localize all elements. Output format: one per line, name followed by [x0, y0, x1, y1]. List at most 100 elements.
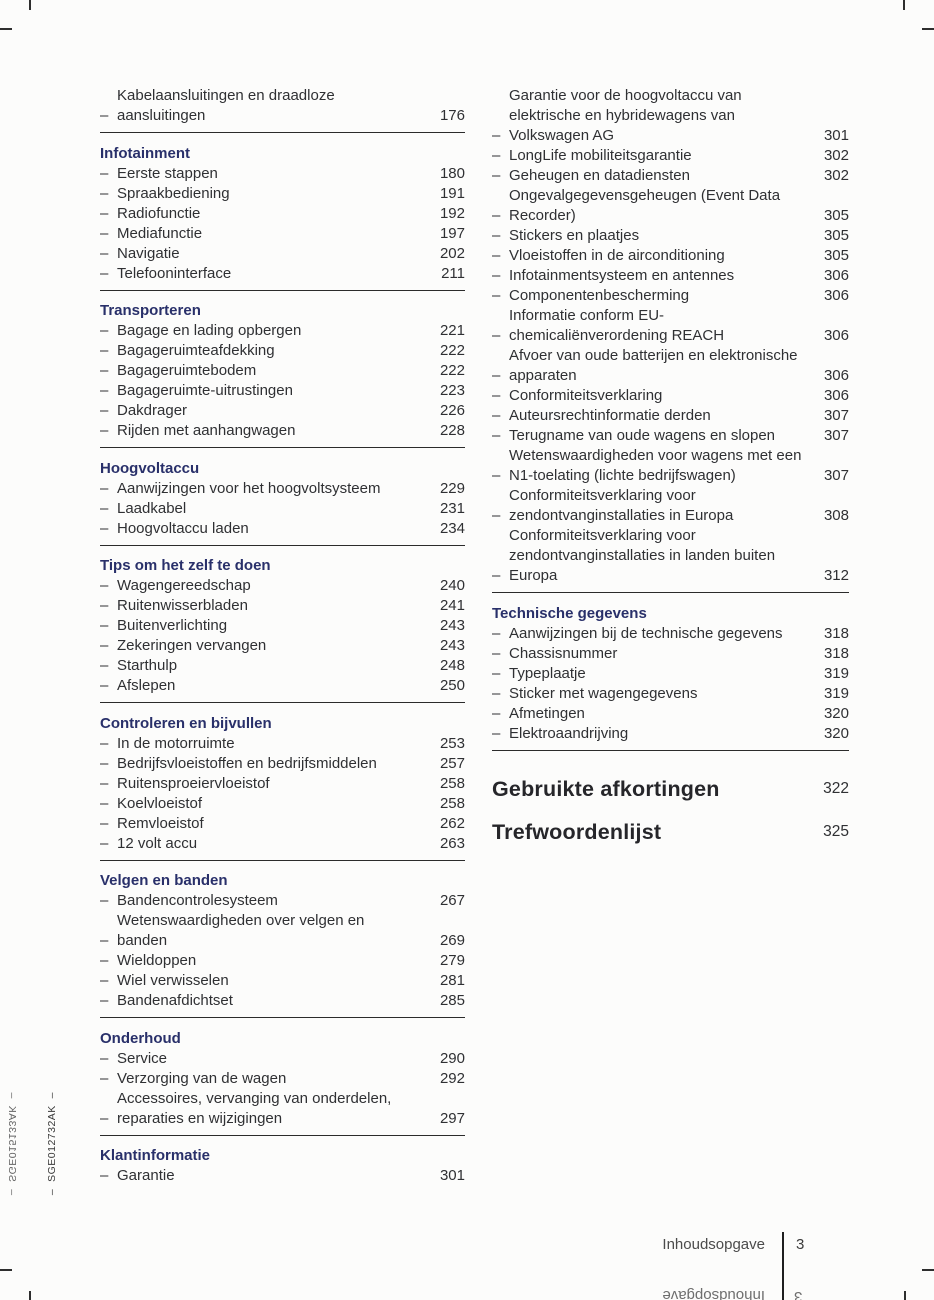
item-page-number: 231	[439, 499, 465, 517]
item-dash: –	[100, 519, 109, 537]
toc-item: – Conformiteitsverklaring 306	[492, 386, 849, 406]
margin-print-code-showthrough: – SGE015133AK –	[6, 1092, 18, 1196]
toc-section: Transporteren – Bagage en lading opbergen 2…	[100, 301, 465, 448]
item-label: Terugname van oude wagens en slopen	[509, 427, 776, 444]
item-dash: –	[100, 1167, 109, 1184]
toc-item: – Telefooninterface 211	[100, 264, 465, 284]
item-dash: –	[100, 382, 109, 399]
item-page-number: 222	[439, 362, 465, 379]
item-label: Afvoer van oude batterijen en elektronis…	[509, 347, 798, 384]
item-label: Sticker met wagengegevens	[509, 684, 698, 702]
item-page-number: 305	[823, 207, 849, 224]
toc-chapter-entry: Gebruikte afkortingen 322	[492, 776, 849, 802]
item-page-number: 243	[439, 617, 465, 634]
toc-item: – Laadkabel 231	[100, 499, 465, 519]
toc-item: – Starthulp 248	[100, 656, 465, 676]
footer-section-label: Inhoudsopgave	[662, 1236, 765, 1253]
toc-item: – Bagage en lading opbergen 221	[100, 321, 465, 341]
crop-mark	[29, 0, 31, 10]
toc-item: – Elektroaandrijving 320	[492, 724, 849, 744]
toc-item: – Conformiteitsverklaring voor zendontvan…	[492, 486, 849, 526]
item-label: Afslepen	[117, 677, 176, 694]
item-page-number: 191	[439, 184, 465, 202]
item-label: Radiofunctie	[117, 204, 201, 222]
chapter-label: Gebruikte afkortingen	[492, 776, 720, 801]
toc-section: – Garantie voor de hoogvoltaccu van elekt…	[492, 86, 849, 593]
item-dash: –	[492, 207, 501, 224]
item-page-number: 202	[439, 244, 465, 262]
item-label: Informatie conform EU- chemicaliënverord…	[509, 307, 725, 344]
item-label: Bagage en lading opbergen	[117, 322, 302, 339]
item-label: LongLife mobiliteitsgarantie	[509, 147, 692, 164]
item-dash: –	[100, 402, 109, 419]
toc-section: Technische gegevens – Aanwijzingen bij de …	[492, 604, 849, 751]
toc-item: – Wiel verwisselen 281	[100, 971, 465, 991]
chapter-label: Trefwoordenlijst	[492, 819, 662, 844]
toc-item: – Kabelaansluitingen en draadloze aanslui…	[100, 86, 465, 126]
item-page-number: 306	[823, 267, 849, 284]
toc-item: – Koelvloeistof 258	[100, 794, 465, 814]
item-page-number: 320	[823, 704, 849, 722]
item-dash: –	[100, 164, 109, 182]
item-label: Remvloeistof	[117, 814, 204, 832]
item-page-number: 285	[439, 992, 465, 1009]
margin-print-code: – SGE012732AK –	[46, 1092, 58, 1196]
item-label: Auteursrechtinformatie derden	[509, 407, 711, 424]
toc-item: – Bagageruimte-uitrustingen 223	[100, 381, 465, 401]
crop-mark	[922, 1269, 934, 1271]
item-dash: –	[100, 657, 109, 674]
item-label: Accessoires, vervanging van onderdelen, …	[117, 1089, 392, 1127]
section-heading: Onderhoud	[100, 1029, 181, 1047]
item-dash: –	[100, 617, 109, 634]
item-page-number: 297	[439, 1109, 465, 1127]
item-dash: –	[100, 224, 109, 242]
item-label: Infotainmentsysteem en antennes	[509, 267, 735, 284]
item-page-number: 180	[439, 164, 465, 182]
item-label: Conformiteitsverklaring	[509, 387, 663, 404]
crop-mark	[0, 28, 12, 30]
item-page-number: 223	[439, 382, 465, 399]
toc-item: – Aanwijzingen voor het hoogvoltsysteem 22…	[100, 479, 465, 499]
item-page-number: 192	[439, 204, 465, 222]
chapter-page-number: 322	[823, 779, 849, 797]
item-label: Vloeistoffen in de airconditioning	[509, 247, 725, 264]
item-label: Bedrijfsvloeistoffen en bedrijfsmiddelen	[117, 754, 377, 772]
item-dash: –	[492, 287, 501, 304]
item-label: Elektroaandrijving	[509, 724, 629, 742]
item-label: Rijden met aanhangwagen	[117, 422, 296, 439]
item-label: Bagageruimte-uitrustingen	[117, 382, 293, 399]
item-dash: –	[100, 577, 109, 594]
item-dash: –	[100, 677, 109, 694]
item-page-number: 263	[439, 834, 465, 852]
item-label: 12 volt accu	[117, 834, 198, 852]
item-page-number: 176	[439, 107, 465, 124]
crop-mark	[903, 0, 905, 10]
toc-left-column: – Kabelaansluitingen en draadloze aanslui…	[100, 86, 465, 1186]
item-page-number: 279	[439, 952, 465, 969]
item-label: Bandencontrolesysteem	[117, 892, 278, 909]
item-dash: –	[492, 167, 501, 184]
item-page-number: 257	[439, 754, 465, 772]
item-page-number: 211	[441, 264, 465, 282]
crop-mark	[29, 1291, 31, 1300]
toc-item: – Terugname van oude wagens en slopen 307	[492, 426, 849, 446]
section-heading: Hoogvoltaccu	[100, 459, 200, 477]
item-label: Wetenswaardigheden voor wagens met een N…	[509, 447, 802, 484]
item-label: Kabelaansluitingen en draadloze aansluit…	[117, 87, 335, 124]
item-label: Dakdrager	[117, 402, 188, 419]
footer-page-number: 3	[796, 1236, 805, 1253]
item-label: Geheugen en datadiensten	[509, 167, 690, 184]
item-page-number: 258	[439, 794, 465, 812]
item-dash: –	[100, 734, 109, 752]
item-page-number: 253	[439, 734, 465, 752]
item-dash: –	[100, 814, 109, 832]
toc-section: Klantinformatie – Garantie 301	[100, 1146, 465, 1186]
item-label: Ongevalgegevensgeheugen (Event Data Reco…	[509, 187, 781, 224]
item-page-number: 262	[439, 814, 465, 832]
toc-item: – Verzorging van de wagen 292	[100, 1069, 465, 1089]
item-dash: –	[100, 892, 109, 909]
item-dash: –	[492, 387, 501, 404]
toc-item: – Afmetingen 320	[492, 704, 849, 724]
item-dash: –	[100, 479, 109, 497]
item-label: Laadkabel	[117, 499, 187, 517]
